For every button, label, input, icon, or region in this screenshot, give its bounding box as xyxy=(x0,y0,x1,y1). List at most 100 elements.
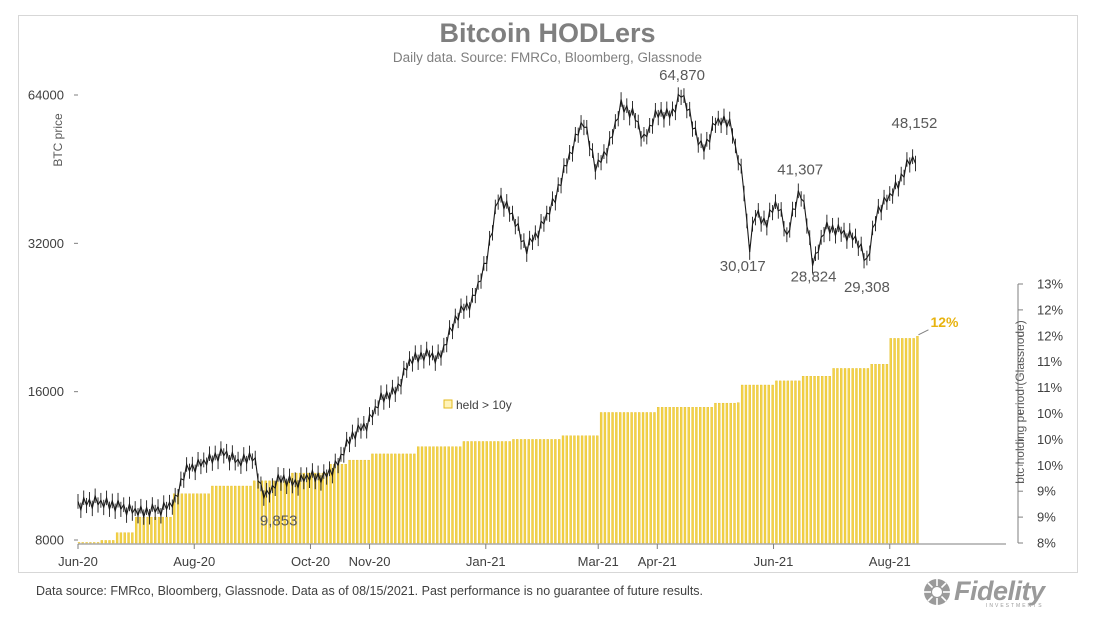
holding-bar xyxy=(599,412,603,544)
holding-bar xyxy=(115,532,119,544)
holding-bar xyxy=(660,407,664,544)
holding-bar xyxy=(119,532,123,544)
holding-bar xyxy=(333,464,336,544)
holding-bar xyxy=(607,412,610,544)
holding-bar xyxy=(485,441,488,544)
holding-bar xyxy=(455,446,458,544)
holding-bar xyxy=(893,338,896,544)
holding-bar xyxy=(851,368,854,544)
holding-bar xyxy=(584,435,588,544)
btc-price-series xyxy=(77,87,916,525)
holding-bar xyxy=(569,435,572,544)
holding-bar xyxy=(477,441,481,544)
holding-bar xyxy=(241,485,245,544)
holding-callout-leader xyxy=(918,329,929,336)
holding-bar xyxy=(577,435,580,544)
price-callout: 9,853 xyxy=(260,512,298,529)
price-callout: 28,824 xyxy=(791,269,837,286)
holding-bar xyxy=(390,453,393,544)
holding-bar xyxy=(348,459,351,544)
holding-bar xyxy=(718,402,721,544)
holding-bar xyxy=(657,407,660,544)
holding-bar xyxy=(405,453,408,544)
holding-bar xyxy=(134,516,138,544)
holding-bar xyxy=(432,446,435,544)
x-axis-tick-label: Aug-21 xyxy=(869,554,911,569)
chart-subtitle: Daily data. Source: FMRCo, Bloomberg, Gl… xyxy=(392,50,703,65)
holding-bar xyxy=(363,459,367,544)
holding-bar xyxy=(527,439,530,544)
holding-bar xyxy=(321,472,325,544)
holding-bar xyxy=(481,441,485,544)
holding-bar xyxy=(397,453,401,544)
holding-bar xyxy=(760,384,763,544)
left-axis-tick-label: 16000 xyxy=(28,384,64,399)
holding-bar xyxy=(138,516,142,544)
holding-bar xyxy=(192,493,195,544)
holding-bar xyxy=(81,542,84,544)
holding-bar xyxy=(302,472,306,544)
holding-bar xyxy=(824,376,828,544)
legend-label: held > 10y xyxy=(456,398,512,412)
holding-bar xyxy=(508,441,511,544)
holding-bar xyxy=(180,493,184,544)
holding-bar xyxy=(603,412,607,544)
holding-bar xyxy=(375,453,378,544)
holding-bar xyxy=(840,368,843,544)
holding-bar xyxy=(245,485,248,544)
holding-bar xyxy=(89,542,92,544)
holding-bar xyxy=(843,368,847,544)
holding-bar xyxy=(356,459,359,544)
price-callout: 64,870 xyxy=(659,67,705,84)
holding-bar xyxy=(420,446,424,544)
holding-bar xyxy=(737,402,740,544)
holding-bar xyxy=(504,441,508,544)
holding-bar xyxy=(127,532,130,544)
left-axis-label: BTC price xyxy=(51,113,65,167)
holding-bar xyxy=(870,364,873,544)
right-axis-label: btc holding period (Glassnode) xyxy=(1013,320,1027,483)
holding-bar xyxy=(725,402,729,544)
x-axis-tick-label: Aug-20 xyxy=(173,554,215,569)
holding-bar xyxy=(744,384,748,544)
price-callout: 29,308 xyxy=(844,279,890,296)
holding-bar xyxy=(866,368,870,544)
holding-bar xyxy=(916,336,919,544)
holding-bar xyxy=(565,435,568,544)
holding-bar xyxy=(588,435,591,544)
holding-bar xyxy=(538,439,542,544)
holding-bar xyxy=(676,407,679,544)
holding-bar xyxy=(474,441,477,544)
right-axis-tick-label: 11% xyxy=(1037,354,1062,369)
x-axis-tick-label: Jun-20 xyxy=(58,554,98,569)
holding-bar xyxy=(188,493,191,544)
holding-bar xyxy=(626,412,629,544)
holding-bar xyxy=(813,376,816,544)
holding-bar xyxy=(618,412,622,544)
holding-bar xyxy=(249,485,252,544)
holding-bar xyxy=(458,446,462,544)
holding-bar xyxy=(439,446,443,544)
holding-bar xyxy=(767,384,770,544)
chart-annotations: held > 10y 64,870 48,152 41,307 30,017 28,824… xyxy=(260,67,959,529)
right-axis-tick-label: 9% xyxy=(1037,510,1056,525)
holding-period-bars xyxy=(77,336,919,544)
holding-bar xyxy=(215,485,218,544)
holding-bar xyxy=(859,368,862,544)
holding-bar xyxy=(702,407,706,544)
holding-bar xyxy=(763,384,767,544)
holding-bar xyxy=(668,407,671,544)
data-source-footnote: Data source: FMRco, Bloomberg, Glassnode… xyxy=(36,584,704,598)
holding-bar xyxy=(100,540,104,544)
holding-bar xyxy=(836,368,839,544)
holding-bar xyxy=(550,439,553,544)
holding-bar xyxy=(436,446,439,544)
holding-bar xyxy=(729,402,732,544)
fidelity-sunburst-icon xyxy=(924,578,950,605)
holding-bar xyxy=(904,338,908,544)
right-axis-tick-label: 10% xyxy=(1037,432,1063,447)
holding-bar xyxy=(306,472,309,544)
price-callout: 30,017 xyxy=(720,258,766,275)
holding-bar xyxy=(211,485,214,544)
holding-bar xyxy=(161,516,165,544)
